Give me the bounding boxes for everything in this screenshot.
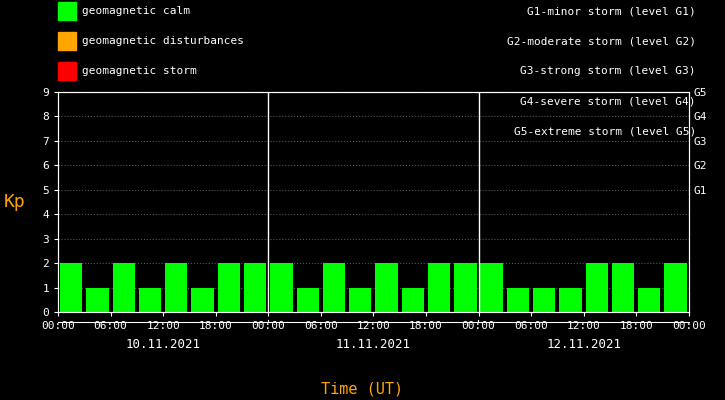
Text: geomagnetic disturbances: geomagnetic disturbances xyxy=(82,36,244,46)
Bar xyxy=(60,263,83,312)
Bar xyxy=(165,263,188,312)
Bar xyxy=(402,288,424,312)
Text: 10.11.2021: 10.11.2021 xyxy=(125,338,201,350)
Bar xyxy=(191,288,214,312)
Text: 12.11.2021: 12.11.2021 xyxy=(546,338,621,350)
Bar xyxy=(112,263,135,312)
Text: G2-moderate storm (level G2): G2-moderate storm (level G2) xyxy=(507,36,696,46)
Text: G4-severe storm (level G4): G4-severe storm (level G4) xyxy=(521,96,696,106)
Bar xyxy=(481,263,503,312)
Text: 11.11.2021: 11.11.2021 xyxy=(336,338,411,350)
Bar xyxy=(664,263,687,312)
Text: Time (UT): Time (UT) xyxy=(321,381,404,396)
Bar xyxy=(559,288,581,312)
Bar xyxy=(454,263,476,312)
Text: geomagnetic storm: geomagnetic storm xyxy=(82,66,196,76)
Bar xyxy=(533,288,555,312)
Bar xyxy=(428,263,450,312)
Bar xyxy=(270,263,293,312)
Text: G3-strong storm (level G3): G3-strong storm (level G3) xyxy=(521,66,696,76)
Text: G5-extreme storm (level G5): G5-extreme storm (level G5) xyxy=(514,126,696,136)
Bar xyxy=(612,263,634,312)
Bar xyxy=(638,288,660,312)
Bar xyxy=(376,263,398,312)
Text: Kp: Kp xyxy=(4,193,25,211)
Bar xyxy=(86,288,109,312)
Bar xyxy=(349,288,371,312)
Bar xyxy=(138,288,161,312)
Bar xyxy=(323,263,345,312)
Bar xyxy=(244,263,266,312)
Text: geomagnetic calm: geomagnetic calm xyxy=(82,6,190,16)
Bar xyxy=(586,263,608,312)
Text: G1-minor storm (level G1): G1-minor storm (level G1) xyxy=(527,6,696,16)
Bar xyxy=(218,263,240,312)
Bar xyxy=(507,288,529,312)
Bar xyxy=(297,288,319,312)
